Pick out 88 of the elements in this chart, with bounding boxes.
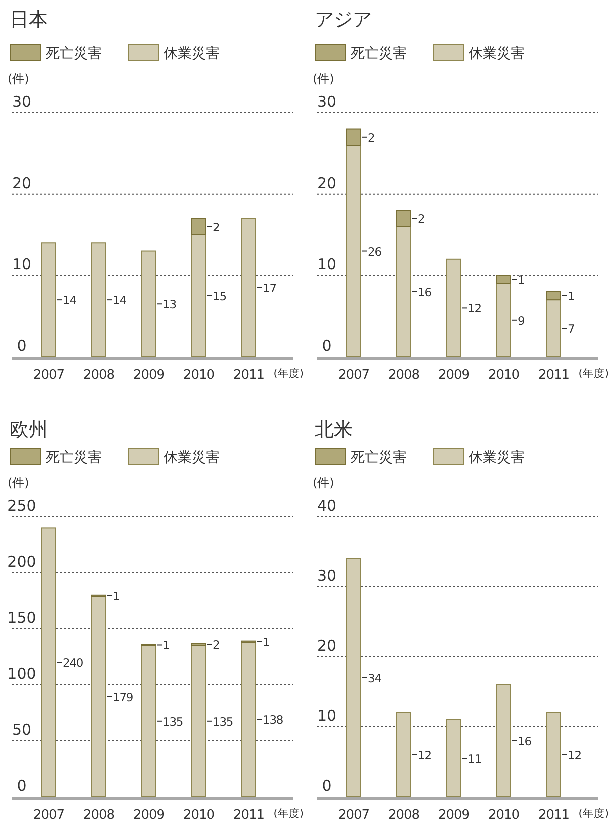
y-tick-label: 150: [8, 609, 36, 627]
data-label: 2: [418, 212, 425, 226]
data-label: 179: [113, 690, 134, 704]
legend-label: 死亡災害: [351, 450, 407, 466]
data-label: 16: [418, 285, 432, 300]
chart-title: 欧州: [10, 419, 48, 441]
x-tick-label: 2007: [338, 808, 370, 822]
data-label: 2: [213, 220, 220, 234]
y-tick-label: 20: [12, 174, 32, 192]
data-label: 7: [568, 322, 575, 336]
data-label: 26: [368, 244, 382, 259]
data-label: 14: [113, 294, 127, 308]
x-axis-title: (年度): [578, 807, 609, 820]
data-label: 9: [518, 314, 525, 328]
chart-title: 北米: [315, 419, 353, 441]
data-label: 138: [263, 713, 284, 728]
legend-label: 死亡災害: [351, 46, 407, 62]
y-tick-label: 200: [8, 553, 36, 571]
x-axis-title: (年度): [274, 367, 304, 380]
x-tick-label: 2008: [388, 368, 420, 383]
data-label: 12: [568, 748, 582, 762]
data-label: 12: [418, 748, 432, 762]
data-label: 14: [63, 294, 77, 308]
x-axis-title: (年度): [578, 367, 609, 380]
y-tick-label: 0: [17, 777, 27, 795]
y-tick-label: 10: [12, 256, 32, 274]
x-tick-label: 2009: [438, 808, 470, 822]
y-tick-label: 30: [12, 93, 32, 111]
y-tick-label: 10: [317, 256, 337, 274]
y-tick-label: 30: [317, 93, 337, 111]
x-tick-label: 2010: [488, 368, 520, 383]
data-label: 12: [468, 302, 482, 316]
y-tick-label: 0: [322, 337, 332, 355]
legend-label: 休業災害: [469, 46, 525, 62]
y-tick-label: 50: [12, 721, 32, 739]
y-axis-title: (件): [313, 72, 334, 86]
y-tick-label: 20: [317, 174, 337, 192]
x-tick-label: 2010: [183, 368, 215, 383]
x-tick-label: 2009: [133, 368, 165, 383]
data-label: 13: [163, 298, 177, 312]
y-tick-label: 250: [8, 497, 36, 515]
data-label: 1: [163, 638, 170, 653]
x-tick-label: 2008: [83, 808, 115, 822]
x-tick-label: 2008: [83, 368, 115, 383]
x-tick-label: 2011: [538, 808, 570, 822]
y-tick-label: 30: [317, 567, 337, 585]
y-axis-title: (件): [8, 72, 30, 86]
data-label: 135: [213, 714, 234, 729]
data-label: 17: [263, 281, 277, 296]
x-tick-label: 2007: [33, 368, 65, 383]
data-label: 1: [263, 635, 270, 650]
data-label: 1: [518, 273, 525, 288]
x-axis-title: (年度): [274, 807, 304, 820]
y-tick-label: 20: [317, 637, 337, 655]
x-tick-label: 2010: [183, 808, 215, 822]
data-label: 2: [368, 130, 375, 145]
legend-label: 休業災害: [164, 450, 220, 466]
data-label: 15: [213, 290, 227, 304]
y-tick-label: 10: [317, 707, 337, 725]
data-label: 11: [468, 752, 482, 766]
legend-label: 死亡災害: [46, 450, 102, 466]
legend-label: 死亡災害: [46, 46, 102, 62]
x-tick-label: 2009: [438, 368, 470, 383]
legend-label: 休業災害: [164, 46, 220, 62]
x-tick-label: 2007: [33, 808, 65, 822]
y-tick-label: 40: [317, 497, 337, 515]
x-tick-label: 2011: [538, 368, 570, 383]
data-label: 240: [63, 656, 84, 670]
x-tick-label: 2010: [488, 808, 520, 822]
y-axis-title: (件): [8, 476, 30, 490]
legend-label: 休業災害: [469, 450, 525, 466]
data-label: 135: [163, 714, 184, 729]
y-axis-title: (件): [313, 476, 334, 490]
data-label: 1: [568, 290, 575, 304]
x-tick-label: 2011: [233, 808, 265, 822]
chart-title: アジア: [315, 9, 372, 31]
x-tick-label: 2009: [133, 808, 165, 822]
y-tick-label: 100: [8, 665, 36, 683]
data-label: 1: [113, 589, 120, 604]
data-label: 2: [213, 638, 220, 652]
y-tick-label: 0: [322, 777, 332, 795]
data-label: 34: [368, 672, 382, 686]
chart-title: 日本: [10, 9, 48, 31]
x-tick-label: 2011: [233, 368, 265, 383]
y-tick-label: 0: [17, 337, 27, 355]
data-label: 16: [518, 734, 532, 748]
x-tick-label: 2007: [338, 368, 370, 383]
x-tick-label: 2008: [388, 808, 420, 822]
